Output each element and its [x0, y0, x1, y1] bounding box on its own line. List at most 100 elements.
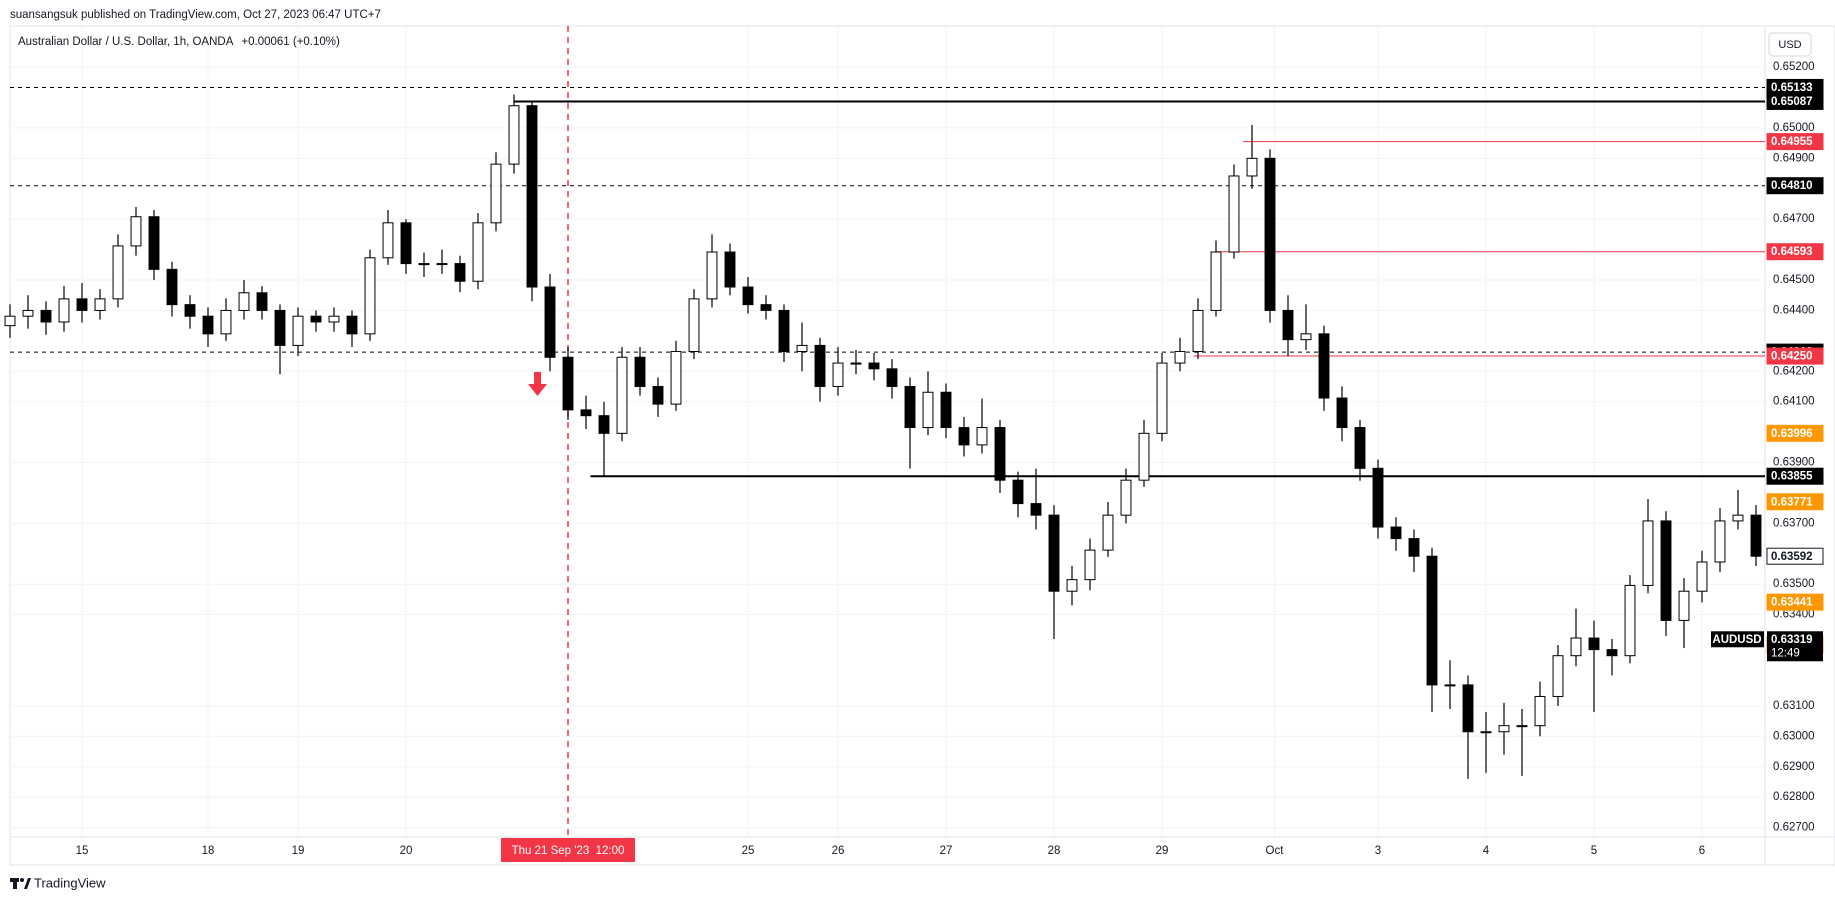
candle-body [346, 315, 358, 335]
candle-body [778, 309, 790, 352]
candle-body [1336, 397, 1348, 429]
y-tick-label: 0.64500 [1773, 274, 1815, 286]
axis-labels: 15 18 19 20 25 26 27 28 29 Oct 3 4 5 6 0.65200 0.65000 0… [76, 61, 1824, 862]
candle-body [1552, 655, 1564, 697]
candle-body [544, 286, 556, 358]
y-tick-label: 0.62900 [1773, 761, 1815, 773]
candle-body [1192, 309, 1204, 352]
logo-part [20, 878, 24, 882]
candle-body [1390, 526, 1402, 540]
candle-body [238, 292, 250, 311]
candle-body [742, 286, 754, 306]
candle-body [508, 105, 520, 165]
candle-body [526, 105, 538, 288]
candle-body [202, 315, 214, 335]
candle-body [562, 356, 574, 411]
candle-body [1030, 503, 1042, 516]
candle-body [1174, 350, 1186, 364]
candle-body [436, 263, 448, 266]
candle-body [1732, 514, 1744, 522]
candle-body [472, 222, 484, 282]
candle-body [1372, 467, 1384, 528]
brand-name: TradingView [34, 875, 106, 890]
candle-body [22, 309, 34, 317]
candle-body [886, 368, 898, 387]
candle-body [1570, 637, 1582, 657]
candle-body [1012, 479, 1024, 505]
x-tick-label: 25 [742, 845, 755, 857]
candle-body [1462, 684, 1474, 733]
candle-body [400, 222, 412, 265]
y-tick-label: 0.63700 [1773, 517, 1815, 529]
x-tick-label: 4 [1483, 845, 1490, 857]
brand: TradingView [10, 875, 106, 890]
candle-body [976, 427, 988, 446]
candle-body [1102, 514, 1114, 551]
candle-body [706, 251, 718, 300]
candle-body [328, 315, 340, 323]
candle-body [382, 222, 394, 259]
candle-body [1588, 637, 1600, 651]
candle-body [1228, 175, 1240, 253]
candle-body [76, 298, 88, 311]
candle-body [616, 356, 628, 434]
symbol-countdown: 12:49 [1771, 647, 1800, 659]
crosshair-label: Thu 21 Sep '23 12:00 [512, 845, 625, 857]
candle-body [256, 292, 268, 311]
candle-body [688, 298, 700, 352]
candle-body [184, 304, 196, 317]
candle-body [1696, 561, 1708, 592]
candle-body [40, 309, 52, 323]
candle-body [292, 315, 304, 346]
y-tick-label: 0.64900 [1773, 152, 1815, 164]
candles [4, 94, 1762, 779]
y-tick-label: 0.63100 [1773, 700, 1815, 712]
candle-body [1606, 649, 1618, 657]
symbol-title: Australian Dollar / U.S. Dollar, 1h, OAN… [18, 36, 234, 48]
candle-body [310, 315, 322, 323]
candle-body [1480, 731, 1492, 734]
currency-box[interactable] [1768, 32, 1812, 57]
candle-body [58, 298, 70, 323]
candle-body [922, 391, 934, 429]
candle-body [1660, 520, 1672, 621]
y-tick-label: 0.64200 [1773, 365, 1815, 377]
symbol-price-box [1767, 631, 1823, 662]
price-label: 0.64250 [1771, 351, 1813, 363]
level-lines [10, 26, 1765, 837]
y-tick-label: 0.63500 [1773, 578, 1815, 590]
price-label: 0.63771 [1771, 496, 1813, 508]
price-label-box [1766, 177, 1824, 195]
y-tick-label: 0.65200 [1773, 61, 1815, 73]
price-label: 0.63592 [1771, 551, 1813, 563]
candle-body [1624, 584, 1636, 657]
candle-body [364, 257, 376, 335]
candle-body [1714, 520, 1726, 563]
price-label: 0.64593 [1771, 246, 1813, 258]
sell-arrow [528, 372, 547, 396]
candle-body [1084, 549, 1096, 581]
candle-body [1300, 333, 1312, 341]
candle-body [670, 350, 682, 405]
symbol-price: 0.63319 [1771, 634, 1813, 646]
x-tick-label: 3 [1375, 845, 1381, 857]
candle-body [1426, 555, 1438, 686]
y-tick-label: 0.64100 [1773, 396, 1815, 408]
x-tick-label: 27 [940, 845, 953, 857]
y-tick-label: 0.65000 [1773, 122, 1815, 134]
logo-part [24, 878, 31, 889]
candle-body [1138, 432, 1150, 481]
candle-body [130, 216, 142, 247]
candle-body [796, 344, 808, 352]
price-label-box [1766, 493, 1824, 511]
x-tick-label: 29 [1156, 845, 1169, 857]
price-label-box [1766, 347, 1824, 365]
candle-body [724, 251, 736, 288]
currency[interactable]: USD [1778, 39, 1801, 51]
candle-body [220, 309, 232, 335]
candle-body [814, 344, 826, 387]
grid [10, 26, 1765, 837]
x-tick-label: Oct [1266, 845, 1285, 857]
